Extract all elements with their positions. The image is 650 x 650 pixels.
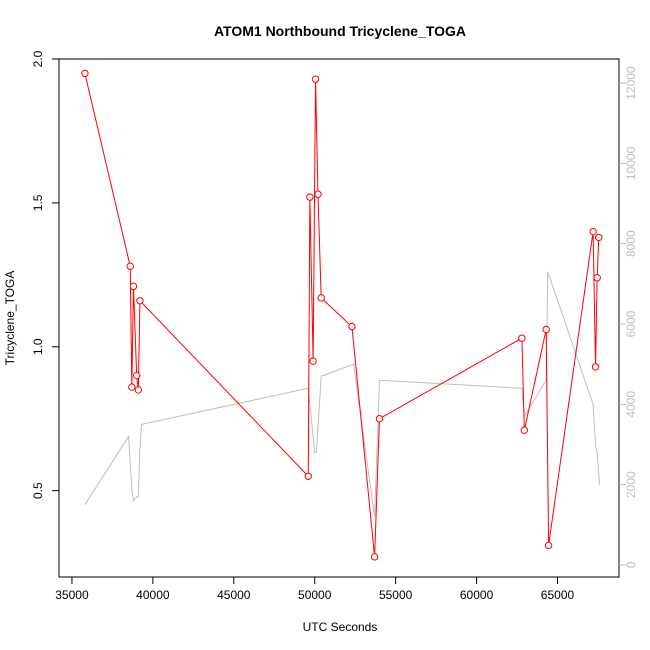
data-point [314, 190, 322, 198]
data-point [544, 541, 553, 550]
y-axis-label: Tricyclene_TOGA [3, 271, 17, 366]
data-point [128, 383, 136, 391]
data-point [542, 325, 550, 334]
data-point [309, 357, 317, 365]
x-tick-label: 55000 [379, 588, 413, 602]
data-point [375, 415, 384, 423]
y-tick-label: 1.0 [31, 338, 45, 355]
data-point [348, 322, 356, 331]
x-tick-label: 65000 [541, 588, 575, 602]
y-axis-right: 0 2000 4000 6000 8000 10000 12000 [619, 66, 638, 568]
data-point [593, 274, 601, 282]
y2-tick-label: 8000 [624, 230, 638, 257]
data-point [136, 297, 144, 305]
data-point [591, 363, 600, 371]
y2-tick-label: 10000 [624, 146, 638, 180]
y2-tick-label: 6000 [624, 310, 638, 337]
x-tick-label: 35000 [55, 588, 89, 602]
data-point [129, 282, 138, 291]
data-point [589, 227, 597, 236]
data-point [304, 472, 312, 480]
data-point [370, 553, 379, 561]
x-tick-label: 45000 [217, 588, 251, 602]
data-point [134, 386, 143, 394]
x-tick-label: 40000 [136, 588, 170, 602]
data-point [132, 371, 141, 380]
x-axis-label: UTC Seconds [303, 620, 378, 634]
y-tick-label: 2.0 [31, 50, 45, 67]
x-axis: 35000 40000 45000 50000 55000 60000 65000 [55, 577, 575, 602]
data-point [306, 193, 314, 201]
y2-tick-label: 0 [624, 561, 638, 568]
data-point [595, 233, 603, 242]
series-secondary [84, 271, 601, 517]
y2-tick-label: 2000 [624, 471, 638, 498]
data-point [81, 69, 89, 78]
data-point [126, 262, 134, 270]
y-axis-left: 0.5 1.0 1.5 2.0 [31, 50, 59, 499]
x-tick-label: 50000 [298, 588, 332, 602]
y2-tick-label: 4000 [624, 391, 638, 418]
data-point [520, 426, 529, 434]
x-tick-label: 60000 [460, 588, 494, 602]
y2-tick-label: 12000 [624, 66, 638, 100]
series-primary-line [84, 73, 600, 557]
series-primary [81, 69, 603, 561]
data-point [518, 334, 526, 342]
series-secondary-line [84, 271, 601, 517]
data-point [317, 294, 325, 302]
y-tick-label: 1.5 [31, 194, 45, 211]
plot-frame [58, 58, 620, 578]
y-tick-label: 0.5 [31, 482, 45, 499]
chart-title: ATOM1 Northbound Tricyclene_TOGA [214, 23, 466, 39]
data-point [311, 75, 320, 83]
